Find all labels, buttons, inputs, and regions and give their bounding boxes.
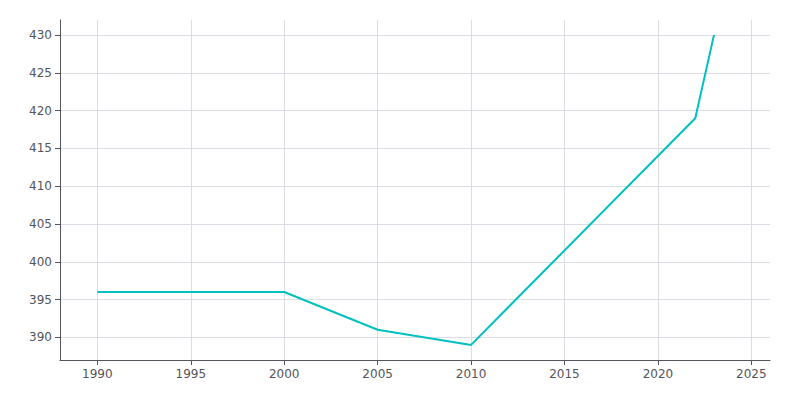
svg-text:425: 425 xyxy=(29,66,52,80)
svg-text:410: 410 xyxy=(29,179,52,193)
svg-text:1990: 1990 xyxy=(82,367,113,381)
svg-text:405: 405 xyxy=(29,217,52,231)
svg-text:2025: 2025 xyxy=(736,367,767,381)
svg-text:430: 430 xyxy=(29,28,52,42)
svg-text:1995: 1995 xyxy=(176,367,207,381)
svg-text:2010: 2010 xyxy=(456,367,487,381)
svg-text:400: 400 xyxy=(29,255,52,269)
svg-text:2015: 2015 xyxy=(549,367,580,381)
svg-text:2000: 2000 xyxy=(269,367,300,381)
svg-text:390: 390 xyxy=(29,330,52,344)
svg-text:415: 415 xyxy=(29,141,52,155)
svg-text:395: 395 xyxy=(29,293,52,307)
svg-text:420: 420 xyxy=(29,104,52,118)
svg-text:2005: 2005 xyxy=(362,367,393,381)
svg-text:2020: 2020 xyxy=(643,367,674,381)
